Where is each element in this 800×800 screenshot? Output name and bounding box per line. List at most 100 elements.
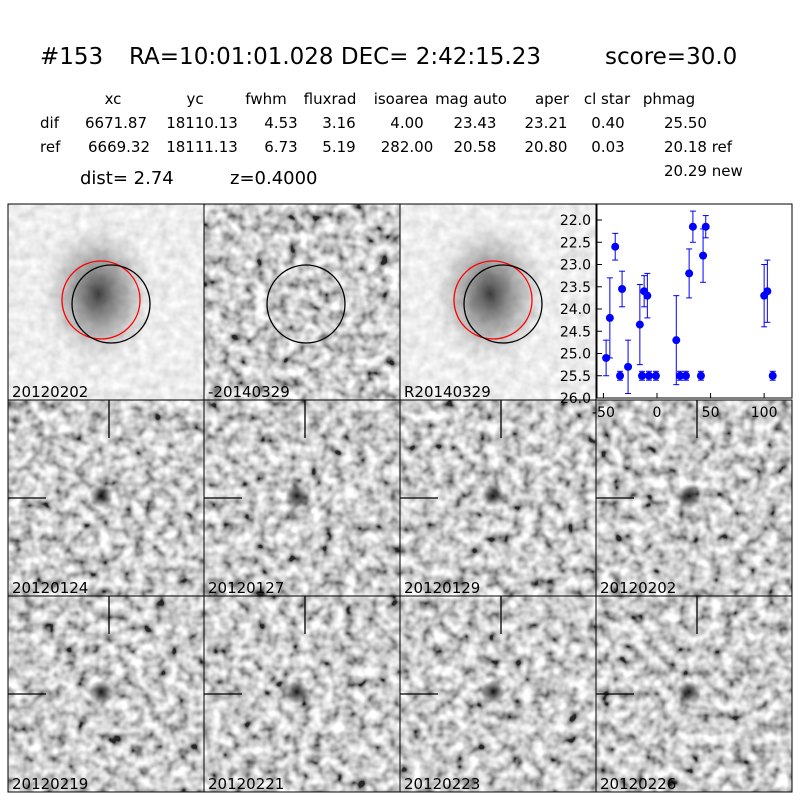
dif-circle [266,264,346,344]
point [651,371,660,380]
stamp-image [204,204,400,400]
point [763,287,772,296]
column-header: fwhm [245,90,286,108]
cell: 18111.13 [166,138,238,156]
x-tick-label: -50 [592,405,615,421]
y-tick-label: 26.0 [560,391,591,407]
cell: 5.19 [322,138,355,156]
y-tick-label: 23.0 [560,258,591,274]
point [611,242,620,251]
column-header: aper [535,90,570,108]
stamp: 20120226 [595,595,793,793]
point [643,291,652,300]
dif-circle [463,264,543,344]
stamp: 20120127 [203,399,401,597]
column-header: xc [105,90,122,108]
coordinates: RA=10:01:01.028 DEC= 2:42:15.23 [129,44,541,70]
stamp-label: 20120127 [208,579,284,597]
source [285,484,309,508]
y-tick-label: 24.5 [560,324,591,340]
cell: 4.00 [390,114,423,132]
header: #153 RA=10:01:01.028 DEC= 2:42:15.23 sco… [40,44,743,189]
cell: 3.16 [322,114,355,132]
cell: 6671.87 [85,114,147,132]
y-tick-label: 24.0 [560,302,591,318]
cell: 20.18 ref [664,138,733,156]
galaxy [435,224,545,364]
column-header: mag auto [435,90,507,108]
y-tick-label: 22.5 [560,235,591,251]
point [624,362,633,371]
stamp-label: 20120202 [12,383,88,401]
cell: 23.43 [454,114,497,132]
cell: 20.80 [525,138,568,156]
stamp: 20120129 [399,399,597,597]
point [638,371,646,380]
point [699,251,708,260]
cell: 0.03 [591,138,624,156]
point [681,371,690,380]
y-tick-label: 25.0 [560,347,591,363]
stamp-label: 20120202 [600,579,676,597]
point [701,222,710,231]
stamp: R20140329 [399,203,597,401]
point [605,313,614,322]
cell: 4.53 [264,114,297,132]
x-tick-label: 100 [751,405,778,421]
x-tick-label: 0 [653,405,662,421]
stamp: 20120202 [7,203,205,401]
cell: 20.58 [454,138,497,156]
stamp-label: 20120219 [12,775,88,793]
stamp-frame [595,595,793,793]
row-label: dif [40,114,60,132]
column-header: fluxrad [304,90,357,108]
stamp-label: 20120221 [208,775,284,793]
source [89,484,113,508]
point [688,222,697,231]
point [768,371,777,380]
ref-circle [61,260,141,340]
cell: 0.40 [591,114,624,132]
stamp-label: 20120226 [600,775,676,793]
point [635,320,644,329]
galaxy [43,224,153,364]
cell: 6.73 [264,138,297,156]
light-curve: 22.0 22.5 23.0 23.5 24.0 24.5 25.0 25.5 26.0-50 0… [560,203,793,421]
source [89,680,113,704]
source [677,484,701,508]
column-header: phmag [643,90,695,108]
y-tick-label: 25.5 [560,369,591,385]
redshift: z=0.4000 [230,168,318,189]
point [618,284,627,293]
score: score=30.0 [605,44,737,70]
stamp: 20120221 [203,595,401,793]
column-header: cl star [584,90,631,108]
cell: 23.21 [525,114,568,132]
object-id: #153 [40,44,103,70]
point [685,269,694,278]
x-tick-label: 50 [702,405,720,421]
stamp: 20120223 [399,595,597,793]
stamp-label: -20140329 [208,383,290,401]
source [285,680,309,704]
point [676,371,685,380]
source [481,680,505,704]
stamp: 20120219 [7,595,205,793]
stamp-label: R20140329 [404,383,491,401]
stamp: 20120202 [595,399,793,597]
stamp-label: 20120129 [404,579,480,597]
cell: 282.00 [381,138,434,156]
point [696,371,705,380]
stamp: -20140329 [203,203,401,401]
stamp-label: 20120223 [404,775,480,793]
cell: 6669.32 [88,138,150,156]
point [672,336,681,345]
dif-circle [71,264,151,344]
y-tick-label: 22.0 [560,213,591,229]
source [677,680,701,704]
column-header: yc [186,90,203,108]
cell: 25.50 [664,114,707,132]
distance: dist= 2.74 [80,168,174,189]
cell: 18110.13 [166,114,238,132]
